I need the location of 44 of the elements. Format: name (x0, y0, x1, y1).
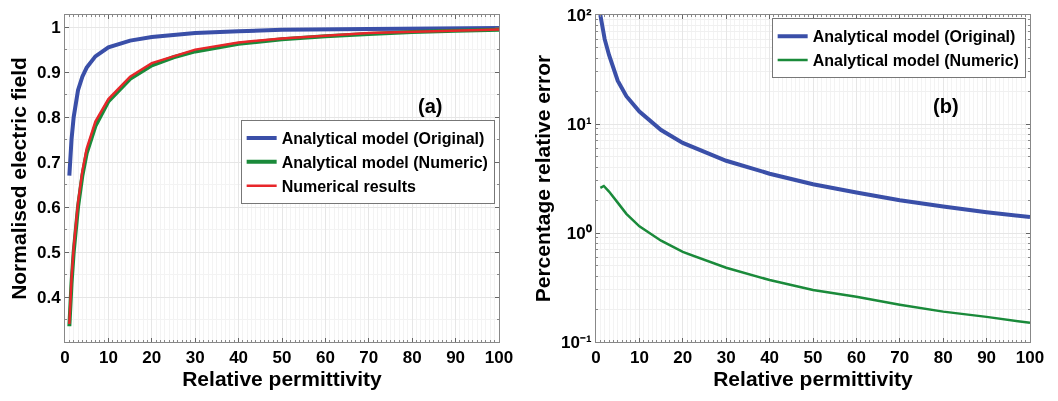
y-axis-title: Normalised electric field (7, 57, 31, 300)
x-tick-label: 20 (142, 348, 162, 368)
annotation: (b) (933, 95, 959, 117)
y-tick-label: 10¹ (567, 114, 592, 134)
y-tick-label: 1 (51, 18, 61, 38)
x-tick-label: 0 (591, 348, 601, 368)
x-tick-label: 0 (60, 348, 70, 368)
y-tick-label: 0.6 (36, 198, 61, 218)
y-tick-label: 0.8 (36, 108, 61, 128)
y-tick-label: 0.9 (36, 63, 61, 83)
legend-label: Analytical model (Original) (281, 130, 485, 148)
annotation: (a) (418, 95, 443, 117)
x-tick-label: 60 (846, 348, 866, 368)
y-tick-label: 0.7 (36, 153, 61, 173)
x-axis-title: Relative permittivity (713, 367, 914, 391)
x-tick-label: 20 (673, 348, 693, 368)
legend-label: Analytical model (Numeric) (281, 154, 488, 172)
x-tick-label: 50 (803, 348, 823, 368)
y-tick-label: 0.5 (36, 242, 61, 262)
x-tick-label: 90 (446, 348, 466, 368)
x-tick-label: 60 (315, 348, 335, 368)
y-axis-title: Percentage relative error (531, 54, 555, 303)
y-tick-label: 10⁰ (566, 223, 592, 243)
x-tick-label: 40 (229, 348, 249, 368)
x-tick-label: 10 (629, 348, 649, 368)
legend-label: Analytical model (Original) (812, 28, 1016, 46)
x-tick-label: 50 (272, 348, 292, 368)
x-tick-label: 80 (402, 348, 422, 368)
x-tick-label: 40 (760, 348, 780, 368)
x-tick-label: 10 (98, 348, 118, 368)
y-tick-label: 10² (567, 5, 592, 25)
x-tick-label: 30 (716, 348, 736, 368)
x-tick-label: 100 (484, 348, 514, 368)
x-tick-label: 90 (977, 348, 997, 368)
legend-label: Numerical results (281, 177, 417, 195)
x-axis-title: Relative permittivity (182, 367, 383, 391)
y-tick-label: 10⁻¹ (561, 332, 592, 352)
x-tick-label: 100 (1015, 348, 1045, 368)
x-tick-label: 70 (890, 348, 910, 368)
y-tick-label: 0.4 (36, 287, 62, 307)
x-tick-label: 70 (359, 348, 379, 368)
legend-label: Analytical model (Numeric) (812, 52, 1019, 70)
x-tick-label: 80 (933, 348, 953, 368)
x-tick-label: 30 (185, 348, 205, 368)
